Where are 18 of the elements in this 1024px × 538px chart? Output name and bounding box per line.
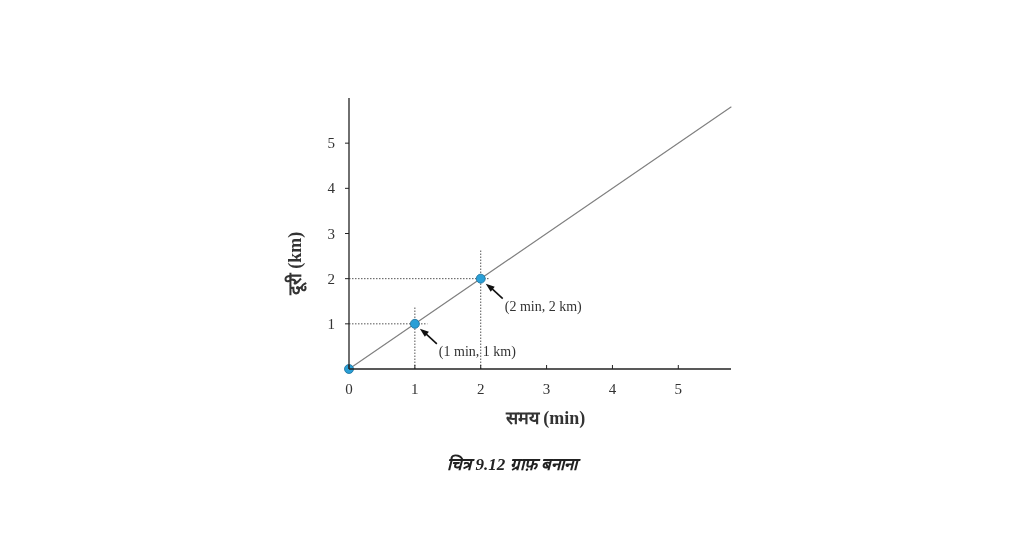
y-tick-label: 1 <box>327 315 335 332</box>
y-tick-label: 5 <box>327 135 335 152</box>
y-axis-title: दूरी (km) <box>284 231 307 297</box>
point <box>409 318 420 329</box>
y-tick-label: 4 <box>327 180 336 197</box>
y-tick-label: 2 <box>327 270 335 287</box>
annotation: (1 min, 1 km) <box>438 343 517 360</box>
text: चित्र 9.12 ग्राफ़ बनाना <box>447 454 581 474</box>
annotation: (2 min, 2 km) <box>504 298 583 315</box>
y-tick-label: 3 <box>327 225 335 242</box>
x-tick-label: 5 <box>674 381 683 397</box>
x-axis-title: समय (min) <box>504 408 586 429</box>
x-tick-label: 1 <box>411 381 419 397</box>
x-tick-label: 4 <box>608 381 617 397</box>
x-tick-label: 2 <box>476 381 485 397</box>
point <box>475 273 486 284</box>
x-tick-label: 0 <box>345 381 353 397</box>
x-tick-label: 3 <box>542 381 551 397</box>
